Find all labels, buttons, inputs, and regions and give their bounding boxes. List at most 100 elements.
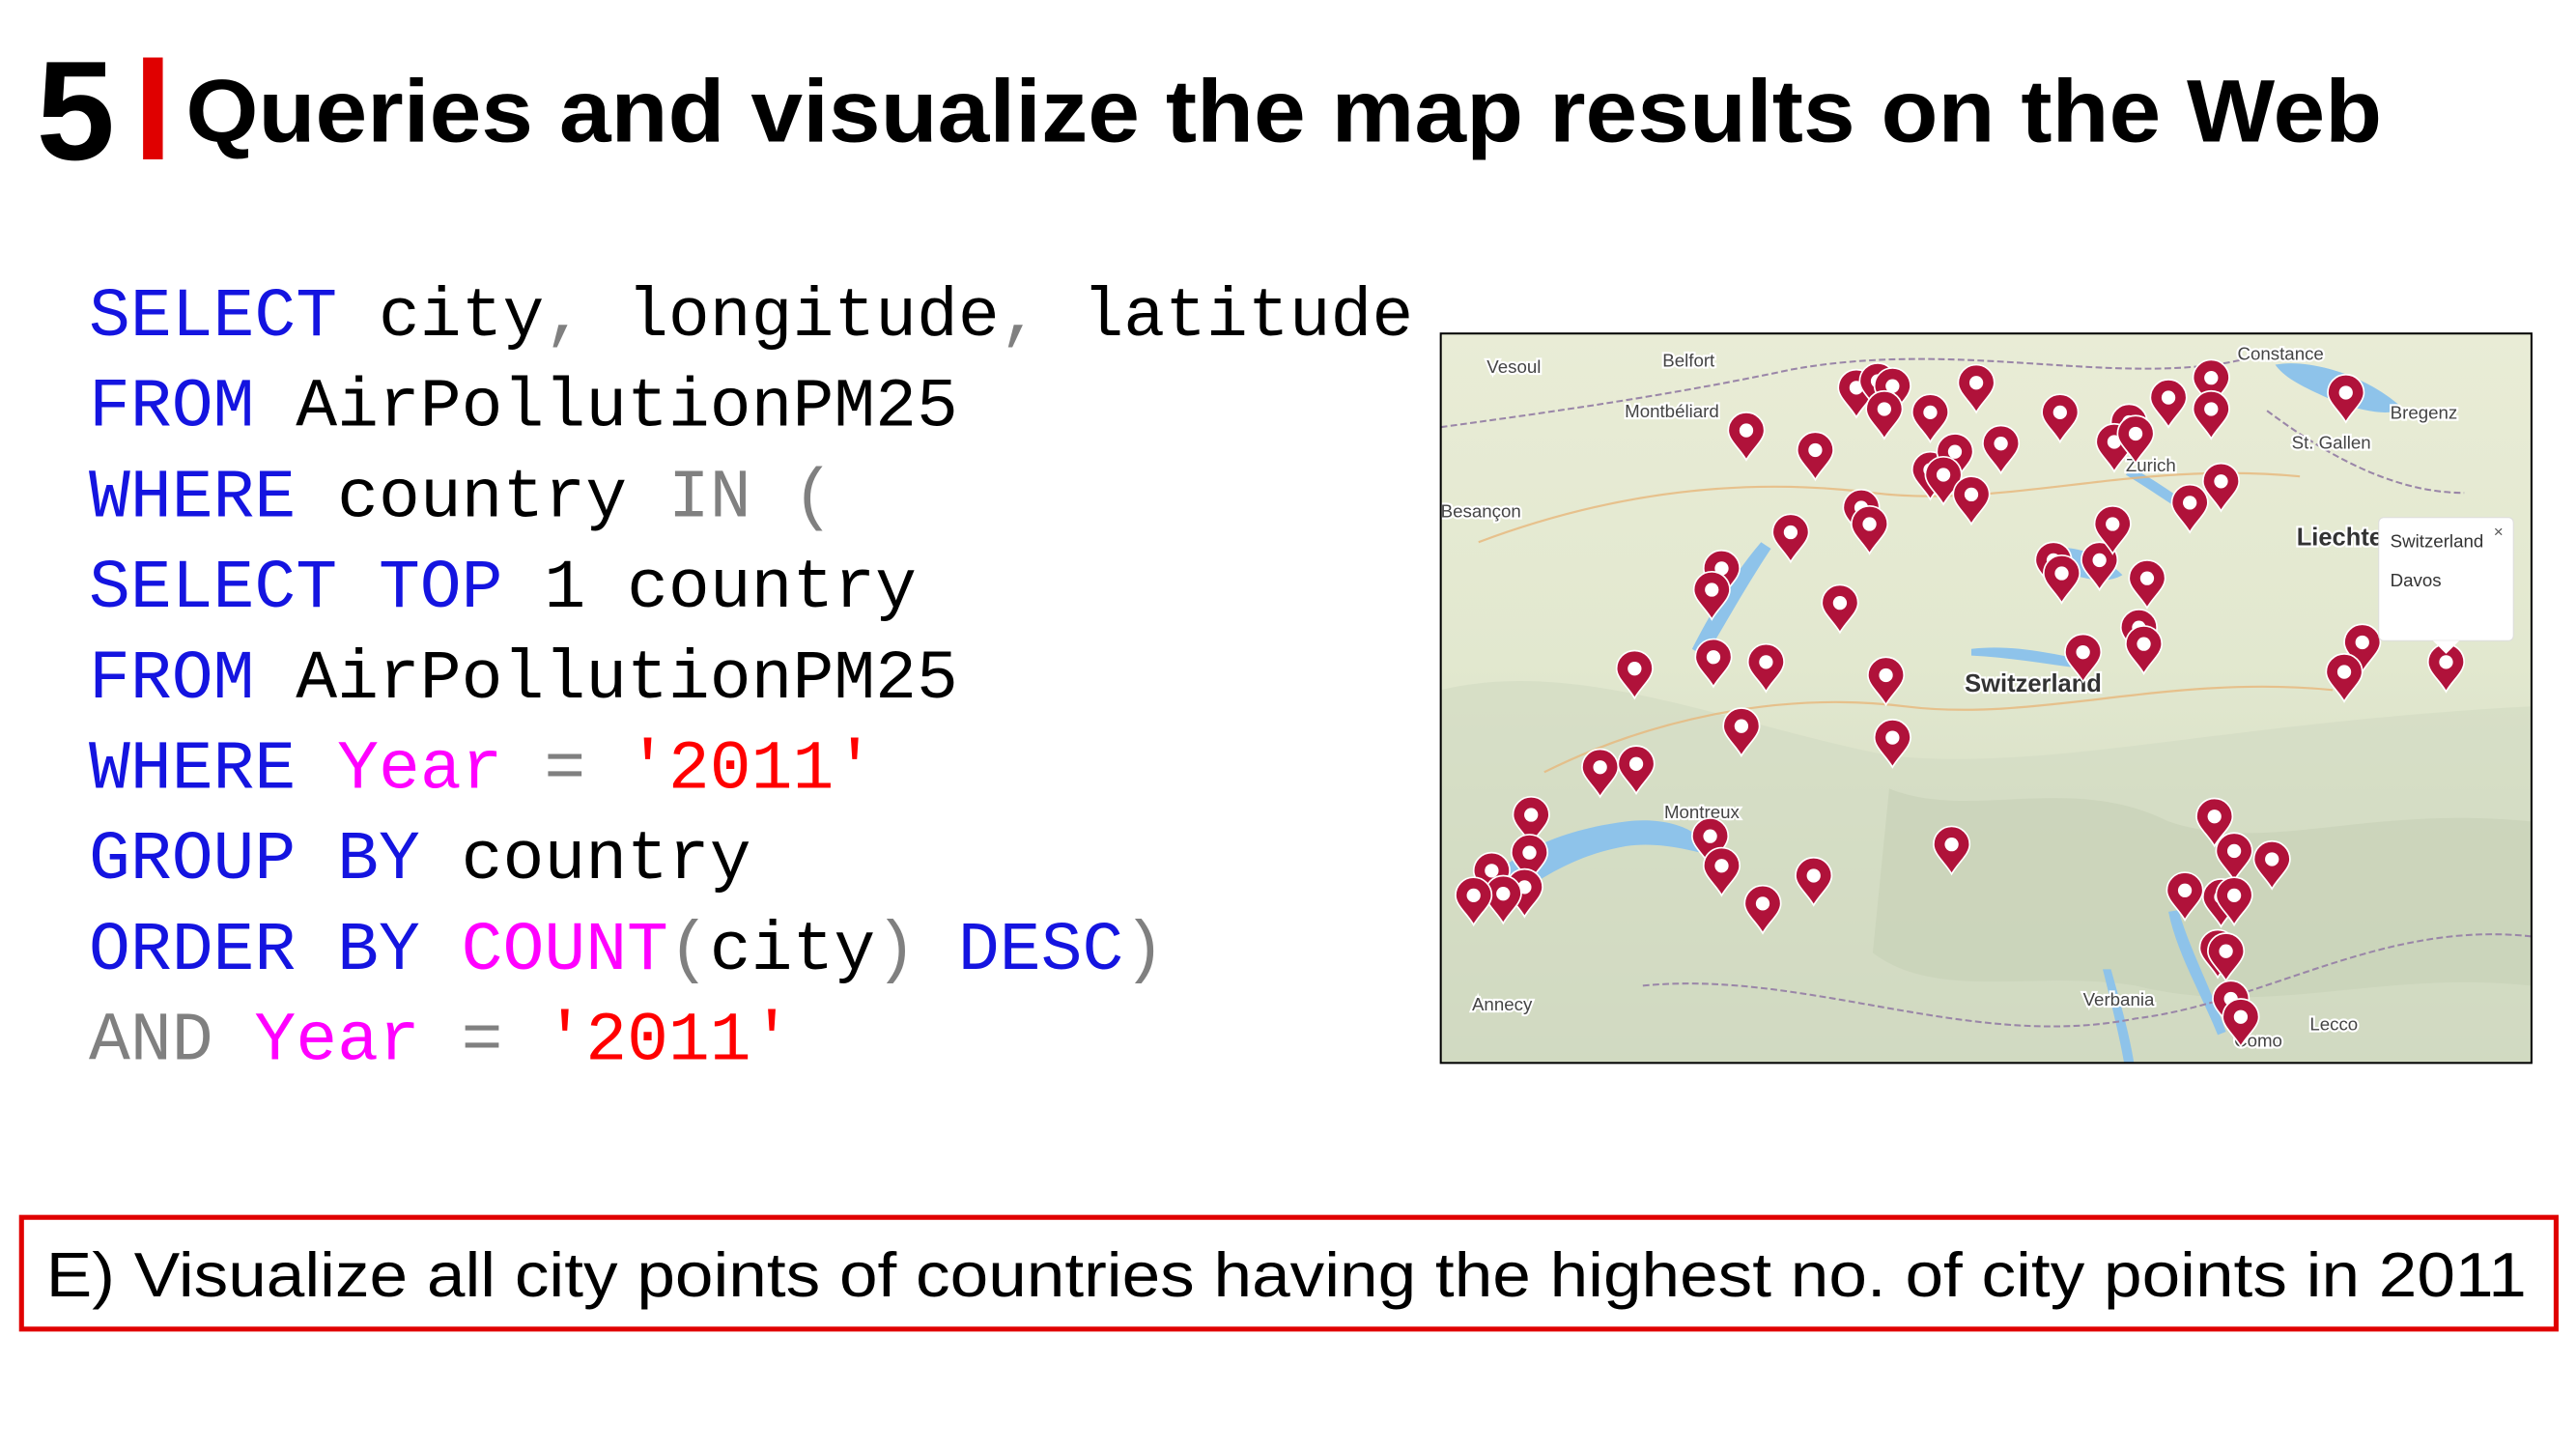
map-pin	[2215, 832, 2253, 883]
pin-dot	[2355, 635, 2369, 650]
pin-dot	[2338, 385, 2353, 400]
map-pin	[2124, 625, 2164, 675]
code-token: =	[503, 731, 586, 809]
map-pin	[1865, 389, 1904, 440]
map-pin	[1512, 796, 1550, 846]
pin-dot	[2092, 553, 2107, 568]
lake	[1478, 820, 1709, 907]
code-line: FROM AirPollutionPM25	[89, 641, 958, 719]
code-token: country	[296, 460, 627, 537]
map-pin	[2222, 998, 2260, 1049]
pin-dot	[1628, 662, 1642, 676]
code-token: latitude	[1041, 279, 1414, 356]
pin-dot	[2207, 810, 2222, 824]
popup-close: ×	[2494, 523, 2504, 541]
map-label: St. Gallen	[2292, 432, 2371, 452]
caption: E) Visualize all city points of countrie…	[46, 1240, 2527, 1310]
map-label: Zurich	[2126, 455, 2176, 475]
pin-dot	[2233, 1009, 2249, 1024]
pin-dot	[1783, 525, 1798, 540]
pin-dot	[1706, 650, 1721, 665]
popup-city: Davos	[2391, 570, 2442, 590]
map-pin	[1821, 583, 1859, 635]
code-token: 1 country	[503, 551, 918, 628]
popup-country: Switzerland	[2391, 530, 2484, 551]
pin-dot	[2204, 371, 2219, 385]
slide-title: Queries and visualize the map results on…	[185, 62, 2382, 160]
code-token: AirPollutionPM25	[254, 641, 957, 719]
map-pin	[2327, 373, 2365, 424]
code-token: IN (	[627, 460, 834, 537]
lake	[1691, 542, 1771, 658]
pin-dot	[2204, 402, 2219, 416]
pin-dot	[2137, 637, 2151, 651]
code-token: AND	[89, 1004, 213, 1081]
map-pin	[1691, 817, 1730, 867]
pin-dot	[1485, 864, 1499, 878]
pin-dot	[2219, 944, 2233, 958]
pin-dot	[2052, 405, 2067, 420]
pin-dot	[1885, 730, 1900, 745]
map-pin	[2064, 633, 2103, 684]
pin-dot	[1862, 517, 1877, 531]
code-token: =	[420, 1004, 503, 1081]
code-token: GROUP BY	[89, 822, 420, 899]
pin-dot	[1879, 668, 1893, 683]
map-pin	[1936, 433, 1974, 484]
code-line: ORDER BY COUNT(city) DESC)	[89, 913, 1165, 990]
pin-dot	[2106, 517, 2120, 531]
code-token: WHERE	[89, 460, 296, 537]
pin-dot	[1714, 859, 1729, 873]
map-label: Annecy	[1472, 994, 1533, 1014]
map-label: Montbéliard	[1625, 401, 1719, 421]
popup-tip	[2432, 640, 2460, 654]
map-pin	[2252, 839, 2291, 891]
map-pin	[2116, 414, 2155, 466]
pin-dot	[1734, 719, 1749, 733]
code-line: SELECT city, longitude, latitude	[89, 279, 1413, 356]
pin-dot	[1593, 760, 1607, 775]
lake	[1970, 647, 2087, 669]
map-frame	[1439, 332, 2533, 1065]
map-label: Besançon	[1441, 501, 1521, 522]
lake	[2103, 969, 2135, 1064]
map-pin	[2042, 554, 2081, 605]
map-label: Belfort	[1662, 350, 1715, 370]
code-token: (	[668, 913, 710, 990]
lake	[2168, 910, 2226, 1036]
map-pin	[2343, 623, 2382, 674]
pin-dot	[1703, 829, 1717, 843]
map: Vesoul Belfort Constance Montbéliard Bregenz…	[1439, 332, 2533, 1065]
map-pin	[2201, 462, 2241, 513]
code-block: SELECT city, longitude, latitude FROM Air…	[89, 279, 1413, 1081]
code-token: )	[875, 913, 917, 990]
code-token: WHERE	[89, 731, 296, 809]
map-pin	[2215, 876, 2253, 927]
map-pin	[1615, 649, 1654, 700]
map-pin	[2170, 483, 2209, 534]
pin-dot	[1968, 376, 1984, 390]
pin-dot	[2226, 888, 2242, 903]
pin-dot	[1885, 379, 1900, 393]
code-token: '2011'	[503, 1004, 793, 1081]
pin-dot	[1947, 444, 1963, 459]
map-label: Liechte	[2297, 525, 2383, 552]
map-pin	[2192, 358, 2230, 410]
pin-dot	[1806, 868, 1821, 883]
pin-dot	[2214, 474, 2228, 489]
pin-dot	[1832, 596, 1848, 611]
code-token: city	[337, 279, 544, 356]
pin-dot	[2183, 496, 2197, 510]
code-line: WHERE Year = '2011'	[89, 731, 875, 809]
map-pin	[1911, 393, 1950, 444]
code-token: country	[420, 822, 751, 899]
map-pin	[1952, 475, 1991, 526]
code-token: Year	[213, 1004, 420, 1081]
pin-dot	[1808, 442, 1823, 458]
pin-dot	[1524, 808, 1539, 822]
pin-dot	[2161, 390, 2176, 405]
code-token: FROM	[89, 641, 254, 719]
code-line: GROUP BY country	[89, 822, 751, 899]
code-token: city	[710, 913, 875, 990]
